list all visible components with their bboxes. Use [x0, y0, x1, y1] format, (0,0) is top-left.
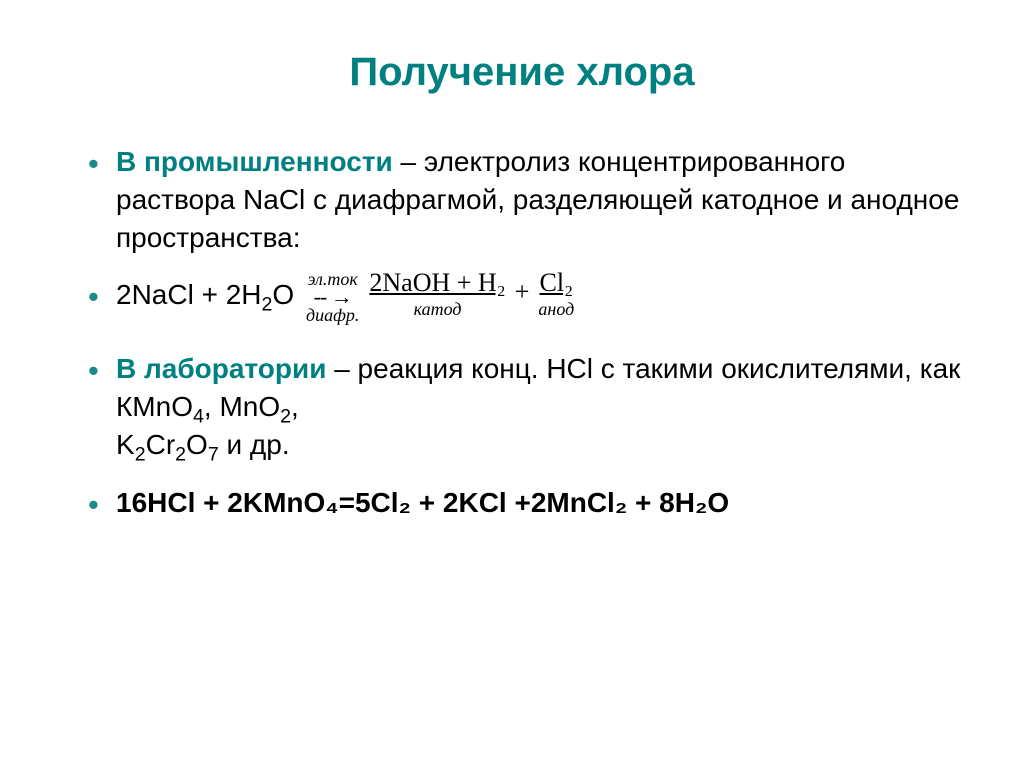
cathode-products: 2NaOH + H₂ катод — [369, 270, 505, 318]
arrow-bottom-label: диафр. — [306, 306, 359, 324]
industry-lead: В промышленности — [116, 146, 393, 177]
equation-1: 2NaCl + 2H2O эл.ток -- → диафр. 2NaOH + … — [80, 276, 964, 330]
anode-formula: Cl₂ — [540, 270, 574, 296]
anode-label: анод — [538, 298, 574, 318]
content-list: В промышленности – электролиз концентрир… — [80, 143, 964, 522]
slide-title: Получение хлора — [80, 50, 964, 95]
cathode-label: катод — [369, 298, 505, 318]
eq2-text: 16HCl + 2KMnO₄=5Cl₂ + 2KCl +2MnCl₂ + 8H₂… — [116, 487, 729, 518]
lab-paragraph: В лаборатории – реакция конц. HCl с таки… — [80, 350, 964, 463]
reaction-arrow: эл.ток -- → диафр. — [306, 270, 359, 324]
industry-paragraph: В промышленности – электролиз концентрир… — [80, 143, 964, 256]
plus-sign: + — [512, 270, 533, 309]
anode-products: Cl₂ анод — [538, 270, 574, 318]
lab-lead: В лаборатории — [116, 353, 326, 384]
equation-2: 16HCl + 2KMnO₄=5Cl₂ + 2KCl +2MnCl₂ + 8H₂… — [80, 484, 964, 522]
eq1-left: 2NaCl + 2H2O — [116, 276, 294, 314]
cathode-formula: 2NaOH + H₂ — [369, 270, 505, 296]
